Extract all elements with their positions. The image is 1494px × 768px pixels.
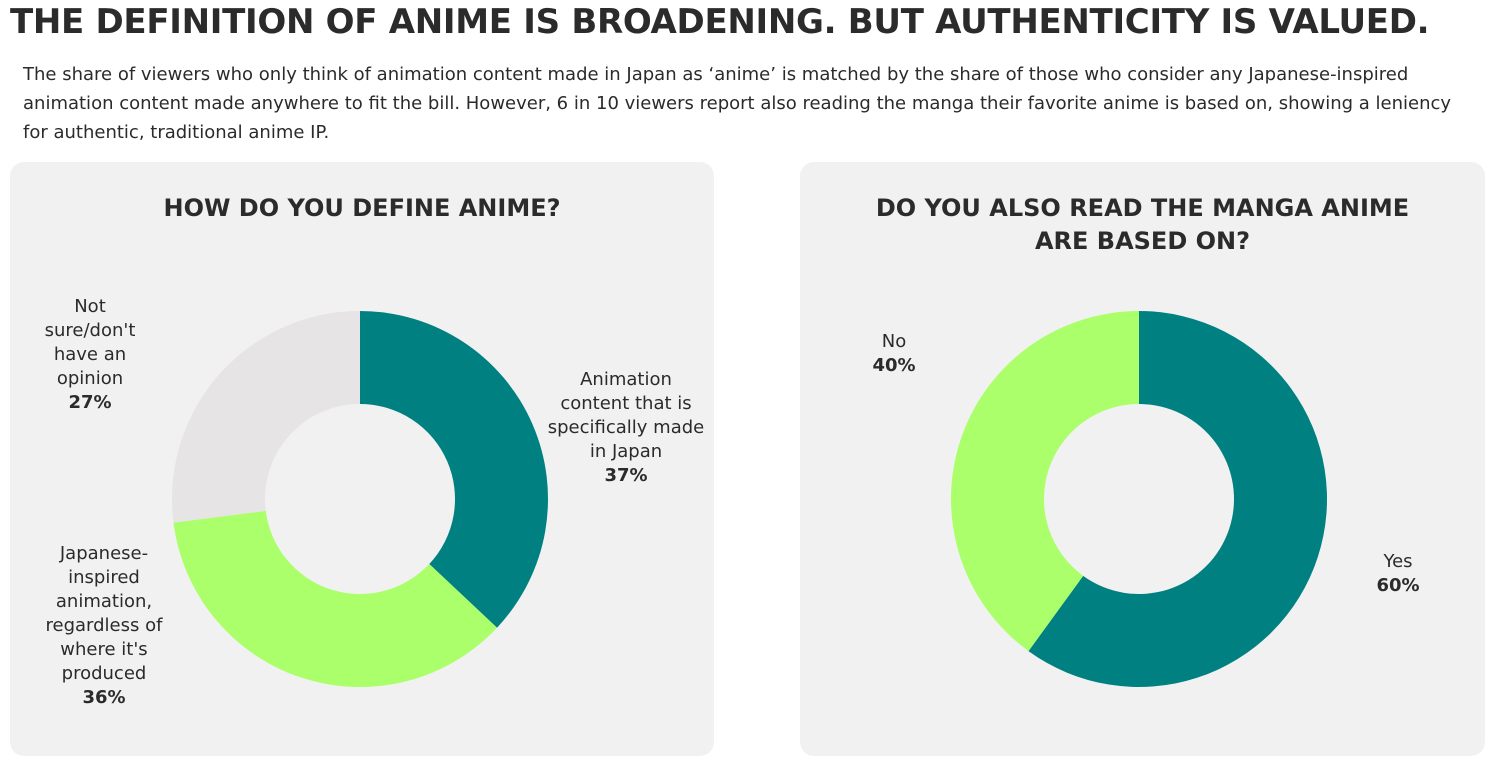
read-manga-slice-0 [1028,311,1327,687]
slice-value: 36% [82,687,126,708]
intro-paragraph: The share of viewers who only think of a… [23,64,1452,143]
slice-category: Japanese-inspired animation, regardless … [45,543,163,684]
read-manga-panel: DO YOU ALSO READ THE MANGA ANIME ARE BAS… [800,162,1485,756]
slice-value: 27% [68,392,112,413]
define-anime-panel: HOW DO YOU DEFINE ANIME? Animation conte… [10,162,714,756]
slice-value: 60% [1376,575,1420,596]
slice-label-made-in-japan: Animation content that is specifically m… [546,368,706,488]
slice-value: 37% [604,465,648,486]
slice-label-not-sure: Not sure/don't have an opinion 27% [35,295,145,415]
slice-value: 40% [872,355,916,376]
define-anime-donut-chart [171,311,548,687]
define-anime-slice-1 [173,510,498,687]
define-anime-slice-0 [360,311,548,628]
slice-label-yes: Yes 60% [1358,550,1438,598]
slice-category: Animation content that is specifically m… [547,369,705,462]
chart-title: HOW DO YOU DEFINE ANIME? [163,194,561,222]
page-title: THE DEFINITION OF ANIME IS BROADENING. B… [10,2,1430,42]
define-anime-slice-2 [171,311,360,523]
chart-title: DO YOU ALSO READ THE MANGA ANIME ARE BAS… [875,194,1410,255]
slice-category: No [881,331,907,352]
slice-label-japanese-inspired: Japanese-inspired animation, regardless … [34,542,174,710]
read-manga-donut-chart [951,311,1327,687]
read-manga-slice-1 [951,311,1139,652]
slice-category: Yes [1383,551,1413,572]
slice-category: Not sure/don't have an opinion [44,296,136,389]
slice-label-no: No 40% [854,330,934,378]
